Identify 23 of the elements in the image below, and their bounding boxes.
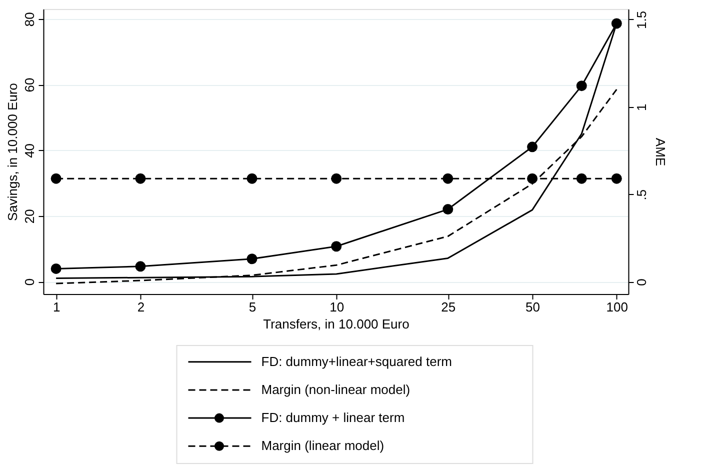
- y2-tick-label: 1.5: [634, 10, 649, 30]
- legend-label: Margin (non-linear model): [261, 382, 410, 397]
- x-tick-label: 2: [137, 300, 145, 314]
- y-tick-label: 60: [22, 78, 37, 92]
- y2-axis-title: AME: [652, 138, 668, 166]
- y-axis-title: Savings, in 10.000 Euro: [4, 82, 20, 222]
- x-tick-label: 10: [330, 300, 344, 314]
- x-tick-label: 1: [52, 300, 60, 314]
- x-axis-title: Transfers, in 10.000 Euro: [263, 316, 410, 332]
- x-tick-label: 50: [526, 300, 540, 314]
- y-tick-label: 0: [22, 278, 37, 286]
- y-tick-label: 80: [22, 12, 37, 27]
- y-tick-label: 40: [22, 143, 37, 158]
- x-tick-label: 25: [441, 300, 456, 314]
- x-tick-label: 100: [606, 300, 628, 314]
- y2-tick-label: 1: [634, 104, 649, 112]
- y2-tick-label: 0: [634, 278, 649, 286]
- y2-tick-label: .5: [634, 189, 649, 200]
- y-tick-label: 20: [22, 209, 37, 224]
- legend-label: FD: dummy+linear+squared term: [261, 354, 452, 369]
- x-tick-label: 5: [248, 300, 256, 314]
- legend-label: FD: dummy + linear term: [261, 410, 405, 426]
- legend-label: Margin (linear model): [261, 438, 384, 454]
